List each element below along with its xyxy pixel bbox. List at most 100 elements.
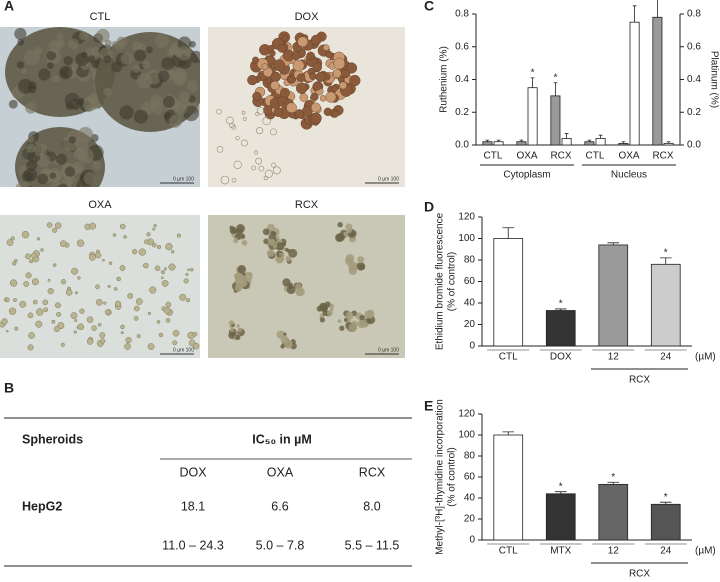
cell bbox=[322, 310, 328, 316]
cell bbox=[284, 247, 289, 252]
cell bbox=[76, 239, 85, 247]
x-tick-label: CTL bbox=[499, 352, 518, 363]
cell bbox=[337, 319, 342, 323]
cell bbox=[231, 177, 237, 183]
cell bbox=[296, 287, 305, 297]
cell bbox=[27, 81, 37, 90]
cell bbox=[272, 166, 281, 175]
cell bbox=[359, 314, 366, 321]
tick-label: 0.2 bbox=[455, 107, 469, 118]
cell bbox=[185, 272, 189, 276]
bar bbox=[629, 21, 640, 146]
cell bbox=[33, 143, 48, 157]
cell bbox=[343, 231, 348, 237]
significance: * bbox=[531, 68, 535, 79]
cell bbox=[319, 95, 327, 102]
cell bbox=[152, 227, 156, 231]
cell bbox=[237, 265, 247, 274]
cell bbox=[60, 342, 65, 347]
cell bbox=[326, 310, 333, 317]
cell bbox=[16, 61, 25, 69]
x-tick-label: OXA bbox=[516, 151, 537, 162]
cell bbox=[95, 252, 102, 259]
cell bbox=[111, 40, 118, 47]
cell bbox=[13, 298, 17, 303]
x-tick-label: DOX bbox=[550, 352, 572, 363]
cell bbox=[102, 258, 105, 262]
cell bbox=[162, 95, 175, 108]
table-cell: 11.0 – 24.3 bbox=[162, 538, 224, 552]
cell bbox=[287, 76, 294, 83]
cell bbox=[36, 237, 41, 241]
cell bbox=[183, 105, 199, 122]
bar bbox=[527, 87, 538, 146]
cell bbox=[176, 46, 192, 61]
significance: * bbox=[664, 247, 668, 258]
cell bbox=[8, 307, 17, 315]
cell bbox=[286, 285, 296, 295]
cell bbox=[345, 311, 354, 320]
cell bbox=[235, 136, 240, 141]
bar bbox=[493, 434, 524, 541]
significance: * bbox=[611, 472, 615, 483]
cell bbox=[56, 39, 65, 48]
cell bbox=[103, 301, 107, 305]
cell bbox=[49, 172, 56, 179]
table-cell: 5.5 – 11.5 bbox=[345, 538, 400, 552]
tick-label: 60 bbox=[464, 276, 476, 287]
x-tick-label: CTL bbox=[499, 546, 518, 557]
cell bbox=[173, 101, 187, 116]
cell bbox=[252, 91, 262, 101]
cell bbox=[171, 250, 175, 254]
cell bbox=[272, 244, 277, 249]
cell bbox=[100, 338, 106, 344]
cell bbox=[15, 181, 31, 187]
cell bbox=[77, 276, 81, 280]
table-cell: 5.0 – 7.8 bbox=[256, 538, 305, 552]
x-tick-label: CTL bbox=[484, 151, 503, 162]
tick-label: 0 bbox=[469, 535, 475, 546]
cell bbox=[12, 261, 17, 266]
cell bbox=[154, 265, 161, 272]
cell bbox=[99, 332, 106, 339]
cell bbox=[47, 288, 54, 295]
cell bbox=[35, 320, 43, 328]
micrograph bbox=[208, 215, 405, 358]
table-cell: 18.1 bbox=[181, 499, 205, 513]
cell bbox=[359, 266, 363, 270]
cell bbox=[77, 147, 94, 164]
cell bbox=[127, 293, 134, 299]
cell bbox=[157, 70, 170, 82]
cell bbox=[160, 270, 166, 275]
cell bbox=[17, 38, 25, 46]
cell bbox=[74, 319, 78, 323]
cell bbox=[120, 52, 133, 65]
cell bbox=[144, 239, 149, 245]
cell bbox=[247, 74, 258, 86]
cell bbox=[310, 92, 319, 101]
cell bbox=[348, 265, 355, 272]
error-bar bbox=[598, 134, 603, 139]
cell bbox=[179, 293, 187, 301]
cell bbox=[270, 71, 281, 83]
cell bbox=[190, 268, 194, 272]
cell bbox=[273, 107, 284, 117]
cell bbox=[63, 55, 73, 66]
cell bbox=[312, 81, 322, 91]
cell bbox=[271, 162, 277, 168]
scale-bar-label: 0 µm 100 bbox=[173, 176, 194, 182]
error-bar bbox=[621, 141, 626, 144]
error-bar bbox=[632, 5, 637, 23]
error-bar bbox=[607, 242, 620, 245]
cell bbox=[119, 265, 126, 271]
cell bbox=[325, 91, 337, 103]
cell bbox=[85, 104, 93, 113]
cell bbox=[192, 331, 198, 337]
cell bbox=[14, 27, 27, 40]
cell bbox=[133, 109, 148, 124]
cell bbox=[113, 287, 118, 291]
cell bbox=[240, 234, 246, 239]
table-column: OXA bbox=[267, 465, 294, 479]
bar bbox=[598, 244, 629, 347]
cell bbox=[119, 105, 134, 120]
